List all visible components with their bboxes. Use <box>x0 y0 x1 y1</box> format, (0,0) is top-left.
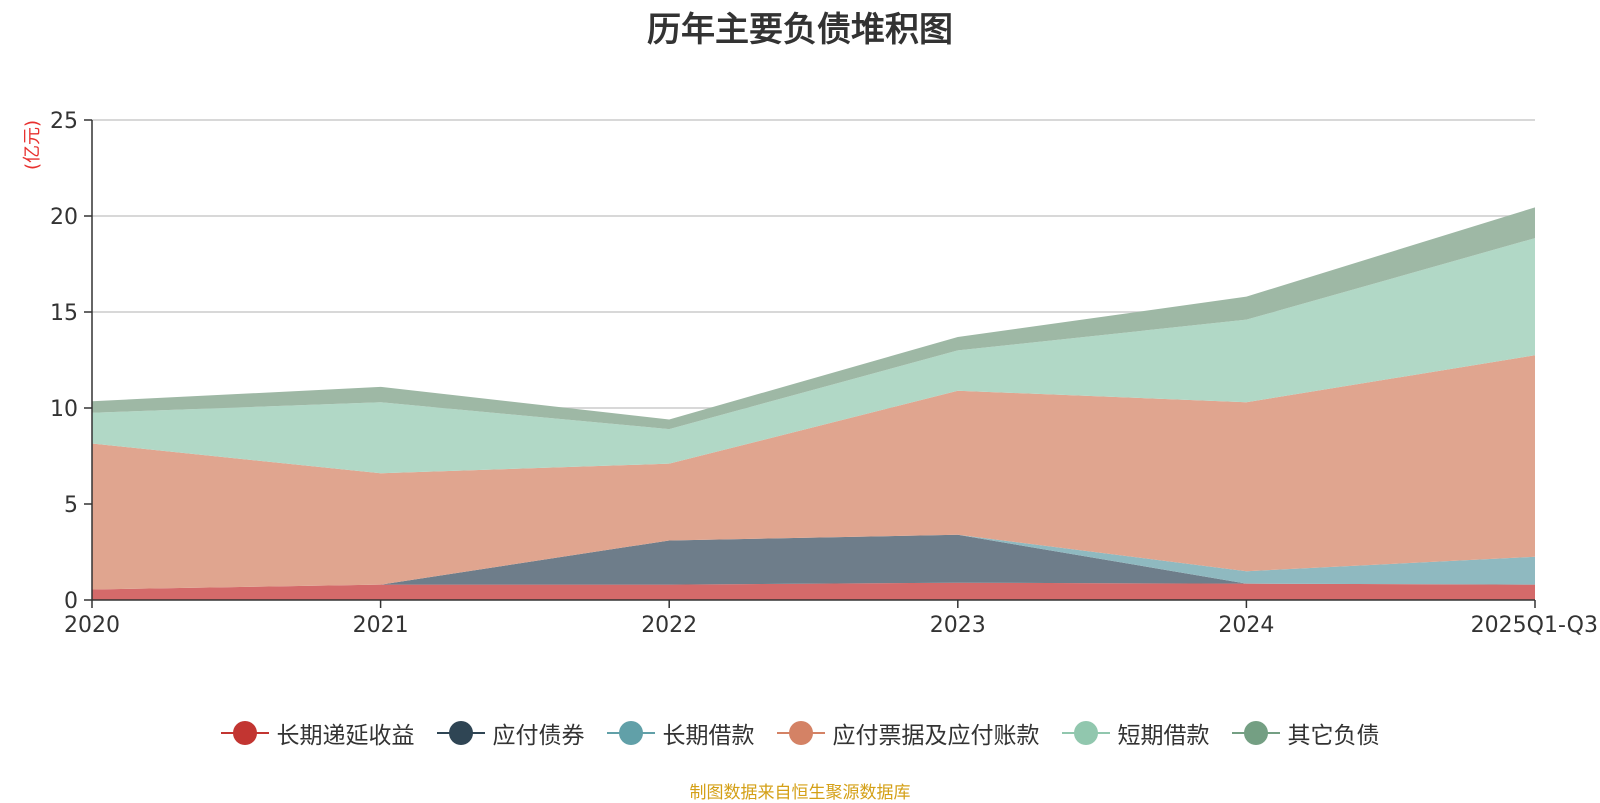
legend-label: 短期借款 <box>1117 723 1210 749</box>
source-note: 制图数据来自恒生聚源数据库 <box>689 783 911 803</box>
y-tick-label: 20 <box>50 205 78 230</box>
legend-item-0[interactable]: 长期递延收益 <box>220 716 415 750</box>
x-tick-label: 2025Q1-Q3 <box>1471 613 1598 638</box>
legend-marker-icon <box>1231 721 1280 745</box>
y-tick-label: 15 <box>50 301 78 326</box>
x-tick-label: 2021 <box>353 613 409 638</box>
legend: 长期递延收益 应付债券 长期借款 应付票据及应付账款 短期借款 其它负债 <box>0 716 1600 750</box>
x-tick-label: 2023 <box>930 613 986 638</box>
axes: 0 5 10 15 20 25 2020 2021 2022 2023 2024 2025Q1-Q3 <box>50 109 1598 638</box>
area-series-group <box>92 207 1535 600</box>
legend-label: 其它负债 <box>1287 723 1380 749</box>
legend-marker-icon <box>436 721 485 745</box>
area-series-1 <box>92 534 1535 590</box>
y-axis-unit-label: (亿元) <box>22 120 43 170</box>
x-tick-label: 2020 <box>64 613 120 638</box>
area-series-2 <box>92 534 1535 590</box>
legend-item-1[interactable]: 应付债券 <box>436 716 585 750</box>
legend-item-3[interactable]: 应付票据及应付账款 <box>776 716 1040 750</box>
y-tick-label: 5 <box>64 493 78 518</box>
area-series-5 <box>92 207 1535 430</box>
legend-label: 长期借款 <box>662 723 755 749</box>
chart-title: 历年主要负债堆积图 <box>647 10 953 50</box>
y-tick-label: 10 <box>50 397 78 422</box>
area-series-4 <box>92 238 1535 474</box>
legend-marker-icon <box>776 721 825 745</box>
y-tick-label: 25 <box>50 109 78 134</box>
legend-item-2[interactable]: 长期借款 <box>606 716 755 750</box>
x-tick-label: 2022 <box>641 613 697 638</box>
legend-item-5[interactable]: 其它负债 <box>1231 716 1380 750</box>
legend-label: 应付票据及应付账款 <box>832 723 1040 749</box>
legend-marker-icon <box>606 721 655 745</box>
legend-item-4[interactable]: 短期借款 <box>1061 716 1210 750</box>
legend-label: 长期递延收益 <box>276 723 415 749</box>
area-series-3 <box>92 355 1535 590</box>
x-tick-label: 2024 <box>1218 613 1274 638</box>
legend-marker-icon <box>1061 721 1110 745</box>
area-series-0 <box>92 582 1535 600</box>
y-tick-label: 0 <box>64 589 78 614</box>
legend-label: 应付债券 <box>492 723 585 749</box>
legend-marker-icon <box>220 721 269 745</box>
